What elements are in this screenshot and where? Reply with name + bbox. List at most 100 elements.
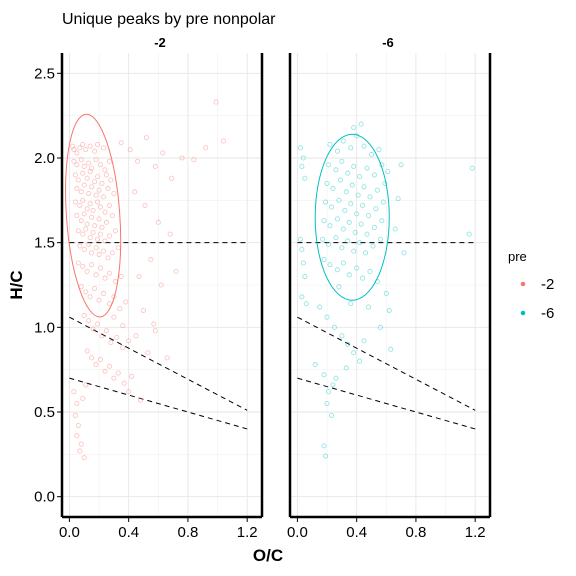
data-point (299, 294, 305, 300)
x-tick-label: 0.4 (118, 524, 139, 541)
data-point (145, 350, 151, 356)
data-point (97, 231, 104, 237)
data-point (72, 412, 78, 418)
data-point (72, 172, 78, 178)
x-tick-label: 0.8 (405, 524, 426, 541)
data-point (142, 202, 148, 208)
legend-key-dot (520, 310, 526, 316)
data-point (352, 229, 358, 236)
data-point (80, 141, 86, 147)
data-point (93, 192, 99, 198)
panel-minus-6: -6 (288, 35, 492, 522)
data-point (97, 204, 104, 210)
data-point (345, 238, 351, 244)
data-point (93, 272, 99, 278)
data-point (108, 340, 114, 346)
data-point (382, 180, 388, 186)
panel-points (297, 121, 475, 459)
data-point (374, 187, 380, 193)
data-point (83, 146, 89, 153)
data-point (87, 235, 93, 241)
data-point (87, 143, 93, 149)
data-point (164, 355, 170, 361)
data-point (321, 443, 327, 449)
data-point (111, 190, 117, 197)
reference-line (297, 377, 476, 430)
data-point (114, 334, 120, 341)
data-point (325, 389, 332, 395)
data-point (340, 138, 346, 144)
data-point (349, 182, 355, 188)
data-point (103, 328, 109, 334)
data-point (337, 177, 343, 183)
data-point (75, 422, 81, 429)
data-point (368, 152, 375, 158)
data-point (343, 189, 349, 195)
data-point (340, 226, 346, 232)
data-point (351, 350, 357, 356)
data-point (325, 241, 332, 247)
data-point (360, 275, 366, 281)
data-point (367, 268, 373, 275)
data-point (121, 380, 127, 386)
data-point (302, 273, 308, 280)
data-point (118, 273, 124, 280)
data-point (345, 341, 351, 347)
data-point (102, 368, 108, 374)
data-point (385, 168, 391, 175)
data-point (339, 245, 345, 251)
data-point (330, 382, 336, 388)
confidence-ellipse (314, 133, 390, 301)
data-point (77, 145, 83, 151)
data-point (90, 229, 96, 236)
data-point (395, 196, 401, 202)
data-point (334, 148, 340, 154)
data-point (80, 395, 86, 402)
data-point (95, 321, 101, 327)
data-point (115, 245, 121, 251)
data-point (87, 201, 93, 207)
data-point (78, 441, 84, 447)
data-point (89, 250, 95, 256)
data-point (317, 304, 323, 310)
chart-title: Unique peaks by pre nonpolar (62, 11, 276, 28)
data-point (112, 228, 118, 234)
data-point (297, 236, 303, 242)
data-point (78, 189, 84, 195)
data-point (300, 155, 306, 161)
reference-line (297, 316, 476, 411)
data-point (136, 273, 142, 280)
data-point (351, 248, 357, 254)
data-point (388, 346, 394, 352)
data-point (100, 194, 107, 200)
data-point (80, 170, 86, 176)
data-point (358, 221, 364, 227)
data-point (348, 145, 354, 151)
data-point (357, 358, 363, 364)
data-point (379, 218, 385, 224)
data-point (364, 165, 370, 171)
data-point (348, 201, 354, 207)
data-point (87, 294, 93, 300)
reference-line (69, 377, 248, 430)
panel-axes (288, 53, 492, 522)
x-tick-label: 1.2 (465, 524, 486, 541)
data-point (324, 314, 330, 320)
panel-axes (60, 53, 264, 522)
data-point (357, 174, 363, 180)
data-point (102, 209, 108, 215)
data-point (89, 262, 95, 268)
data-point (328, 204, 335, 210)
data-point (191, 157, 197, 163)
legend: pre -2 -6 (508, 249, 554, 322)
data-point (360, 202, 366, 208)
y-tick-label: 0.0 (34, 489, 55, 506)
data-point (71, 158, 77, 164)
reference-line (69, 316, 248, 411)
data-point (373, 206, 379, 212)
data-point (75, 177, 81, 183)
data-point (371, 224, 377, 230)
data-point (106, 301, 112, 307)
data-point (118, 140, 124, 146)
data-point (363, 250, 369, 256)
